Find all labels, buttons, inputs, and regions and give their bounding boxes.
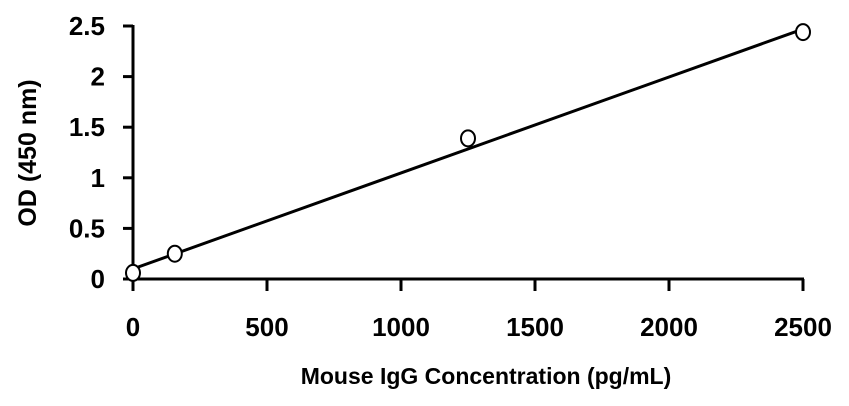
y-tick-label: 0 (91, 264, 105, 294)
x-tick-label: 2000 (640, 312, 698, 342)
x-tick-label: 1500 (506, 312, 564, 342)
fit-line (132, 27, 804, 271)
x-tick-label: 2500 (774, 312, 832, 342)
x-axis-title: Mouse IgG Concentration (pg/mL) (301, 363, 672, 389)
axes (123, 24, 805, 291)
y-tick-label: 1.5 (69, 112, 105, 142)
x-tick-label: 1000 (372, 312, 430, 342)
y-tick-label: 2.5 (69, 11, 105, 41)
y-tick-label: 0.5 (69, 213, 105, 243)
data-point (795, 23, 811, 42)
y-tick-label: 1 (91, 163, 105, 193)
data-point (460, 129, 476, 148)
data-point (166, 244, 183, 263)
tick-labels: 0 0.5 1 1.5 2 2.5 0 500 1000 1500 2000 2500 (69, 11, 832, 342)
data-point (125, 263, 141, 282)
x-tick-label: 0 (126, 312, 140, 342)
y-tick-label: 2 (91, 62, 105, 92)
x-tick-label: 500 (245, 312, 288, 342)
y-axis-title: OD (450 nm) (14, 79, 42, 226)
data-marks (125, 23, 811, 282)
